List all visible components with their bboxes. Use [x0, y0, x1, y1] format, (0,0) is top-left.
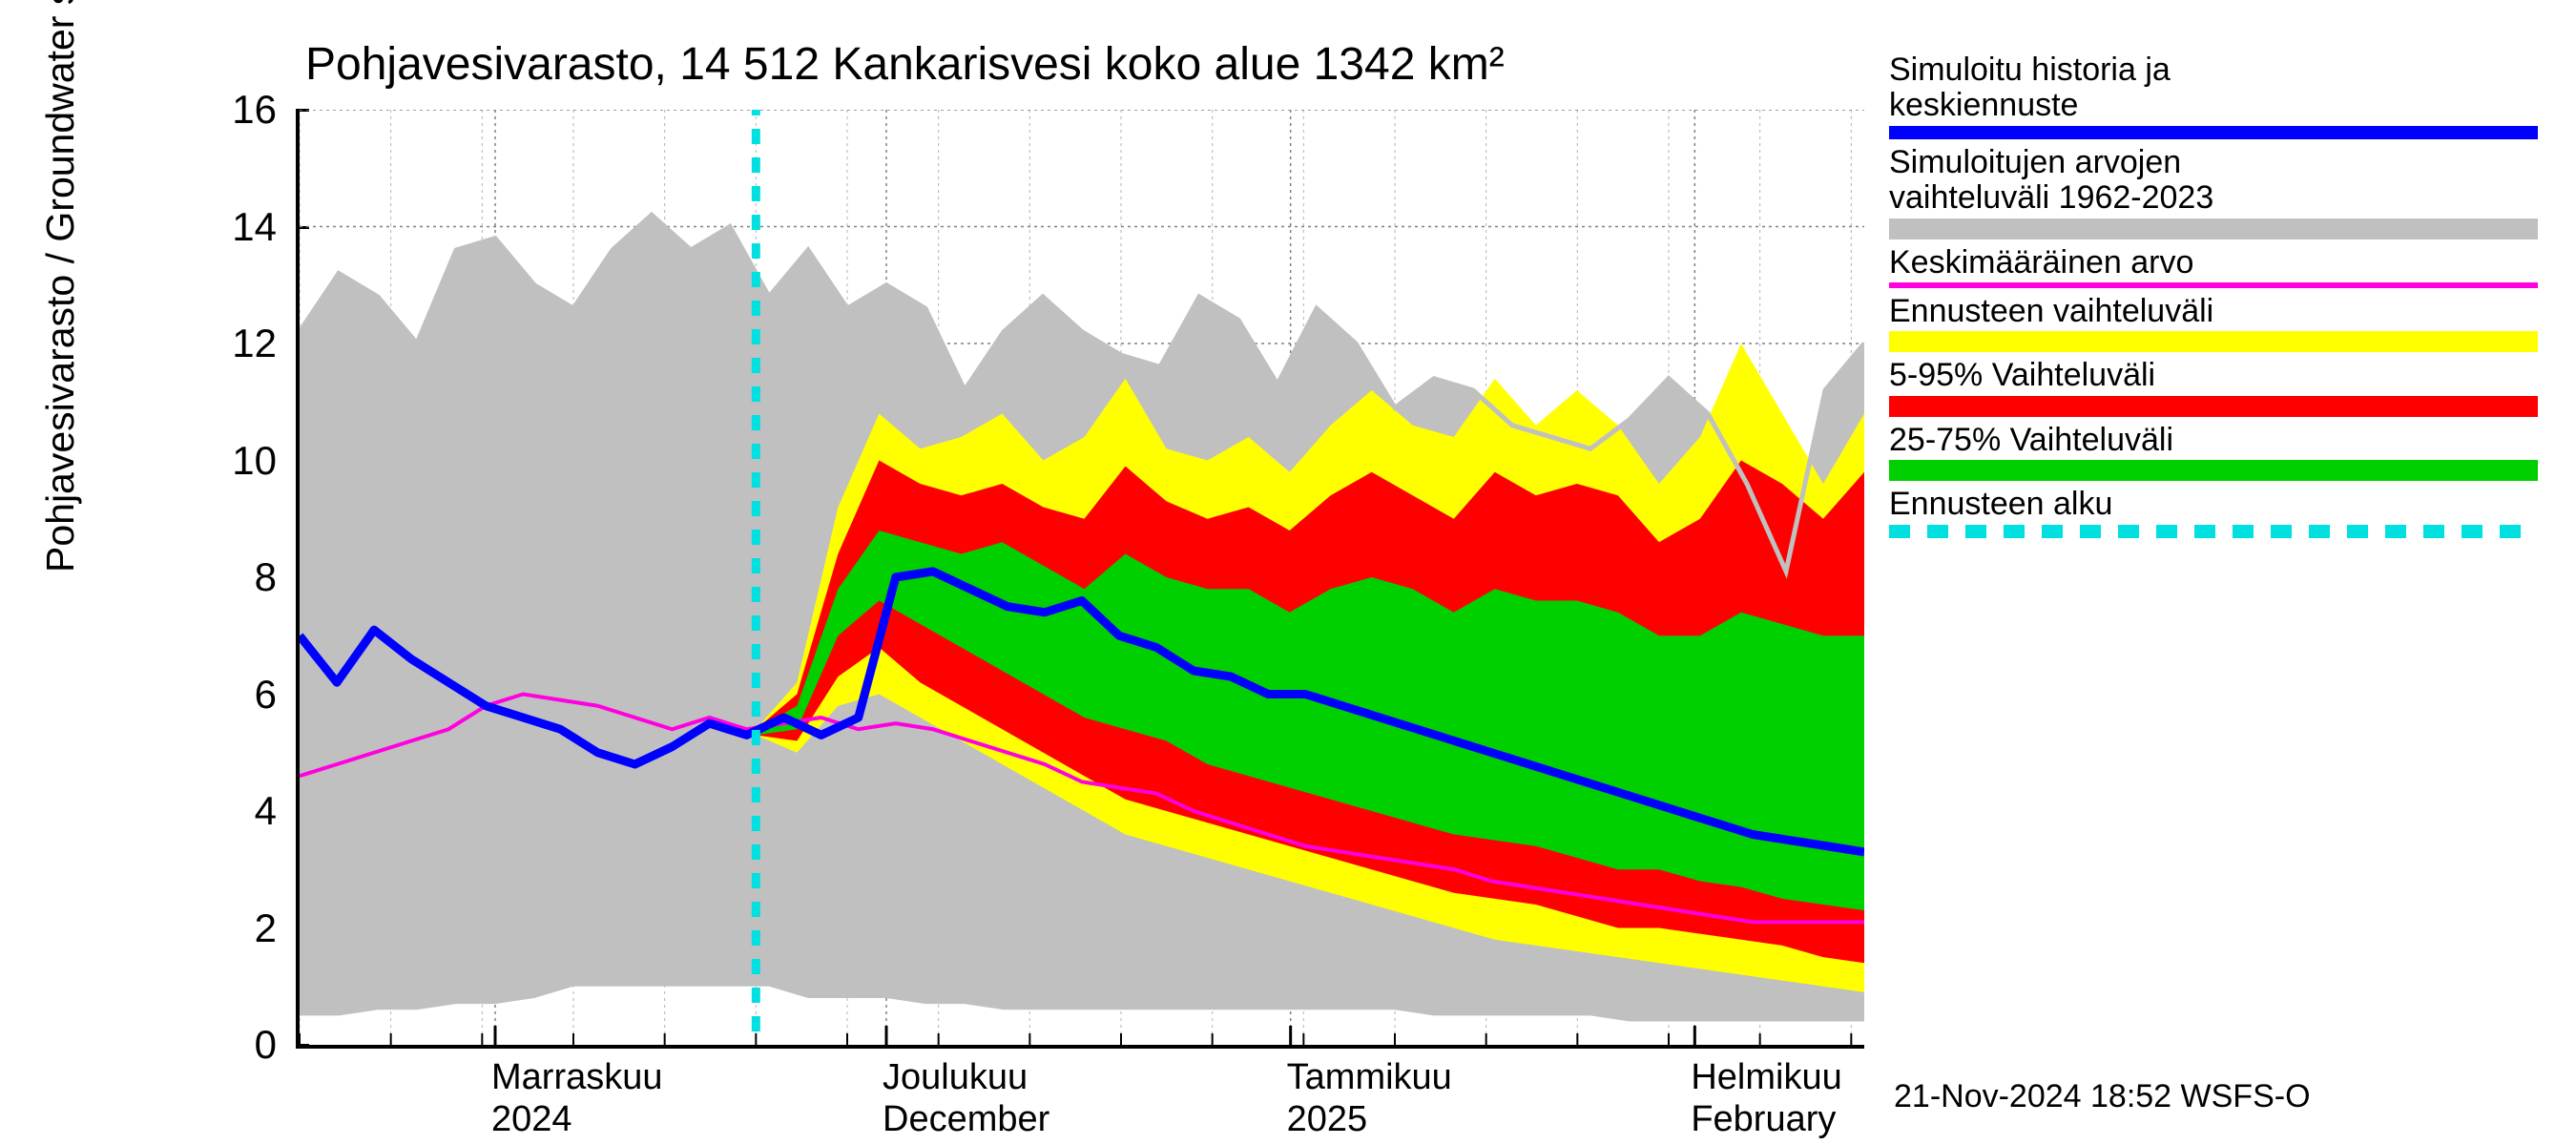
y-tick-label: 12 [200, 321, 277, 366]
legend-label: Ennusteen vaihteluväli [1889, 294, 2557, 329]
y-tick-label: 8 [200, 554, 277, 600]
legend-swatch [1889, 396, 2538, 417]
y-tick-label: 4 [200, 788, 277, 834]
legend-swatch [1889, 219, 2538, 239]
timestamp-label: 21-Nov-2024 18:52 WSFS-O [1894, 1078, 2311, 1115]
x-month-label: Tammikuu [1287, 1057, 1452, 1098]
legend-item: Keskimääräinen arvo [1889, 245, 2557, 288]
legend-label: Ennusteen alku [1889, 487, 2557, 522]
legend-label: vaihteluväli 1962-2023 [1889, 180, 2557, 216]
legend-item: Ennusteen vaihteluväli [1889, 294, 2557, 352]
legend-swatch [1889, 126, 2538, 139]
legend-item: 25-75% Vaihteluväli [1889, 423, 2557, 481]
y-tick-label: 2 [200, 906, 277, 951]
legend-item: Simuloitujen arvojenvaihteluväli 1962-20… [1889, 145, 2557, 239]
legend-item: Ennusteen alku [1889, 487, 2557, 537]
x-year-label: 2025 [1287, 1099, 1368, 1140]
legend-swatch [1889, 282, 2538, 288]
x-month-label: Marraskuu [491, 1057, 663, 1098]
y-tick-label: 0 [200, 1022, 277, 1068]
y-tick-label: 10 [200, 438, 277, 484]
y-tick-label: 16 [200, 87, 277, 133]
legend-label: Simuloitujen arvojen [1889, 145, 2557, 180]
x-year-label: December [883, 1099, 1049, 1140]
legend-item: 5-95% Vaihteluväli [1889, 358, 2557, 416]
legend-item: Simuloitu historia jakeskiennuste [1889, 52, 2557, 139]
x-year-label: 2024 [491, 1099, 572, 1140]
legend-swatch [1889, 525, 2538, 538]
legend-label: 25-75% Vaihteluväli [1889, 423, 2557, 458]
legend-label: keskiennuste [1889, 88, 2557, 123]
legend: Simuloitu historia jakeskiennusteSimuloi… [1889, 52, 2557, 544]
x-month-label: Helmikuu [1691, 1057, 1841, 1098]
legend-swatch [1889, 331, 2538, 352]
legend-label: 5-95% Vaihteluväli [1889, 358, 2557, 393]
legend-label: Keskimääräinen arvo [1889, 245, 2557, 281]
legend-label: Simuloitu historia ja [1889, 52, 2557, 88]
y-tick-label: 6 [200, 672, 277, 718]
y-tick-label: 14 [200, 204, 277, 250]
chart-title: Pohjavesivarasto, 14 512 Kankarisvesi ko… [305, 38, 1505, 91]
y-axis-label: Pohjavesivarasto / Groundwater storage m… [38, 0, 83, 572]
chart-container: Pohjavesivarasto / Groundwater storage m… [0, 0, 2576, 1145]
x-month-label: Joulukuu [883, 1057, 1028, 1098]
plot-area [296, 110, 1864, 1049]
x-year-label: February [1691, 1099, 1836, 1140]
legend-swatch [1889, 460, 2538, 481]
